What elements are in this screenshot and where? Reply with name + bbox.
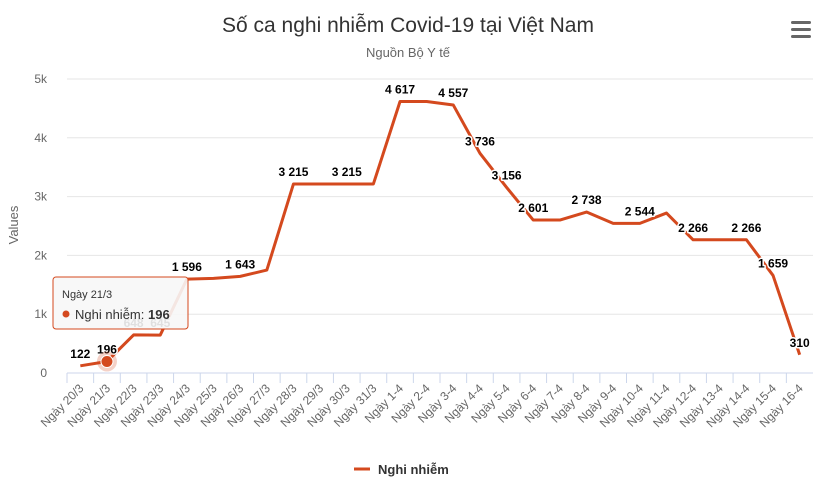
y-tick-label: 2k bbox=[34, 248, 48, 262]
data-label: 196 bbox=[97, 342, 117, 356]
y-tick-label: 3k bbox=[34, 190, 48, 204]
data-label: 2 544 bbox=[625, 204, 655, 218]
tooltip-value: 196 bbox=[148, 307, 170, 322]
data-label: 122 bbox=[70, 347, 90, 361]
data-label: 310 bbox=[790, 336, 810, 350]
y-tick-label: 4k bbox=[34, 131, 48, 145]
data-label: 4 557 bbox=[438, 86, 468, 100]
data-label: 3 736 bbox=[465, 134, 495, 148]
data-label: 3 156 bbox=[492, 168, 522, 182]
series-line bbox=[80, 100, 802, 368]
y-tick-label: 0 bbox=[40, 366, 47, 380]
chart-subtitle: Nguồn Bộ Y tế bbox=[366, 45, 451, 60]
tooltip: Ngày 21/3 Nghi nhiễm: 196 bbox=[52, 276, 189, 330]
data-label: 1 659 bbox=[758, 256, 788, 270]
menu-icon[interactable] bbox=[791, 21, 811, 38]
tooltip-box bbox=[52, 276, 189, 330]
data-label: 2 266 bbox=[678, 221, 708, 235]
data-label: 4 617 bbox=[385, 83, 415, 97]
menu-bar bbox=[791, 28, 811, 31]
chart-title: Số ca nghi nhiễm Covid-19 tại Việt Nam bbox=[222, 14, 594, 37]
data-label: 2 266 bbox=[731, 221, 761, 235]
y-tick-label: 1k bbox=[34, 307, 48, 321]
tooltip-header: Ngày 21/3 bbox=[62, 289, 112, 301]
hover-point bbox=[100, 354, 114, 368]
data-label: 2 601 bbox=[518, 201, 548, 215]
data-label: 3 215 bbox=[278, 165, 308, 179]
tooltip-text: Nghi nhiễm: 196 bbox=[75, 307, 170, 322]
legend-label: Nghi nhiễm bbox=[378, 462, 449, 477]
tooltip-series: Nghi nhiễm bbox=[75, 307, 141, 322]
y-axis-title: Values bbox=[6, 205, 21, 244]
menu-bar bbox=[791, 35, 811, 38]
tooltip-sep: : bbox=[141, 307, 148, 322]
data-label: 1 643 bbox=[225, 257, 255, 271]
menu-bar bbox=[791, 21, 811, 24]
data-label: 2 738 bbox=[572, 193, 602, 207]
tooltip-dot bbox=[62, 310, 70, 318]
y-tick-label: 5k bbox=[34, 72, 48, 86]
data-label: 1 596 bbox=[172, 260, 202, 274]
data-label: 3 215 bbox=[332, 165, 362, 179]
